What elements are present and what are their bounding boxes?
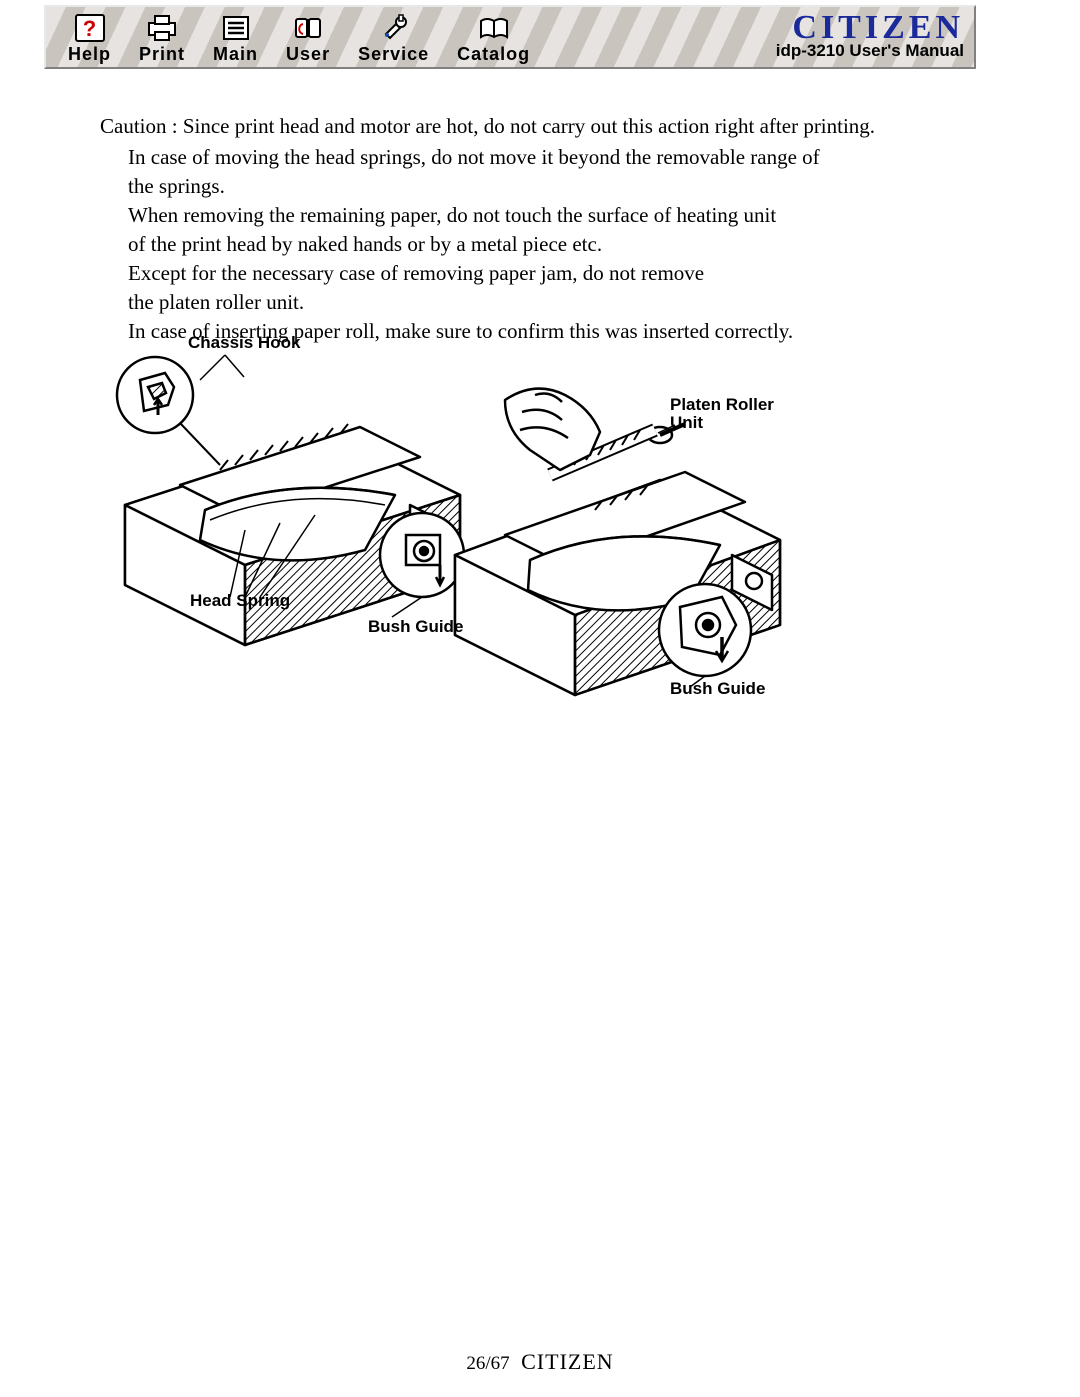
- caution-line: Except for the necessary case of removin…: [128, 259, 980, 288]
- caution-block: Caution : Since print head and motor are…: [100, 112, 980, 346]
- svg-text:?: ?: [82, 16, 96, 41]
- caution-line: of the print head by naked hands or by a…: [128, 230, 980, 259]
- nav-label: User: [286, 44, 330, 65]
- nav-service[interactable]: Service: [358, 13, 429, 65]
- callout-head-spring: Head Spring: [190, 591, 290, 611]
- callout-platen-roller-l1: Platen Roller: [670, 395, 774, 415]
- nav-label: Main: [213, 44, 258, 65]
- nav-print[interactable]: Print: [139, 13, 185, 65]
- main-icon: [219, 13, 253, 43]
- user-icon: [291, 13, 325, 43]
- caution-line: the springs.: [128, 172, 980, 201]
- top-toolbar: ? Help Print: [44, 5, 976, 69]
- printer-diagram: Chassis Hook Head Spring Bush Guide Plat…: [110, 325, 790, 705]
- nav-main[interactable]: Main: [213, 13, 258, 65]
- footer-brand: CITIZEN: [521, 1349, 614, 1374]
- callout-bush-guide-right: Bush Guide: [670, 679, 765, 699]
- help-icon: ?: [73, 13, 107, 43]
- print-icon: [145, 13, 179, 43]
- nav-label: Catalog: [457, 44, 530, 65]
- caution-first-line: Caution : Since print head and motor are…: [100, 112, 980, 141]
- document-title: idp-3210 User's Manual: [776, 41, 964, 61]
- callout-bush-guide-left: Bush Guide: [368, 617, 463, 637]
- catalog-icon: [477, 13, 511, 43]
- page-footer: 26/67 CITIZEN: [0, 1349, 1080, 1375]
- toolbar-brand-block: CITIZEN idp-3210 User's Manual: [776, 7, 974, 67]
- nav-label: Help: [68, 44, 111, 65]
- page-number: 26/67: [466, 1353, 509, 1374]
- nav-label: Service: [358, 44, 429, 65]
- nav-catalog[interactable]: Catalog: [457, 13, 530, 65]
- nav-user[interactable]: User: [286, 13, 330, 65]
- caution-line: When removing the remaining paper, do no…: [128, 201, 980, 230]
- caution-line: the platen roller unit.: [128, 288, 980, 317]
- caution-line: In case of moving the head springs, do n…: [128, 143, 980, 172]
- brand-logo: CITIZEN: [792, 13, 964, 44]
- toolbar-nav: ? Help Print: [46, 13, 530, 67]
- service-icon: [377, 13, 411, 43]
- nav-label: Print: [139, 44, 185, 65]
- nav-help[interactable]: ? Help: [68, 13, 111, 65]
- caution-body: In case of moving the head springs, do n…: [100, 143, 980, 346]
- callout-chassis-hook: Chassis Hook: [188, 333, 300, 353]
- callout-platen-roller-l2: Unit: [670, 413, 703, 433]
